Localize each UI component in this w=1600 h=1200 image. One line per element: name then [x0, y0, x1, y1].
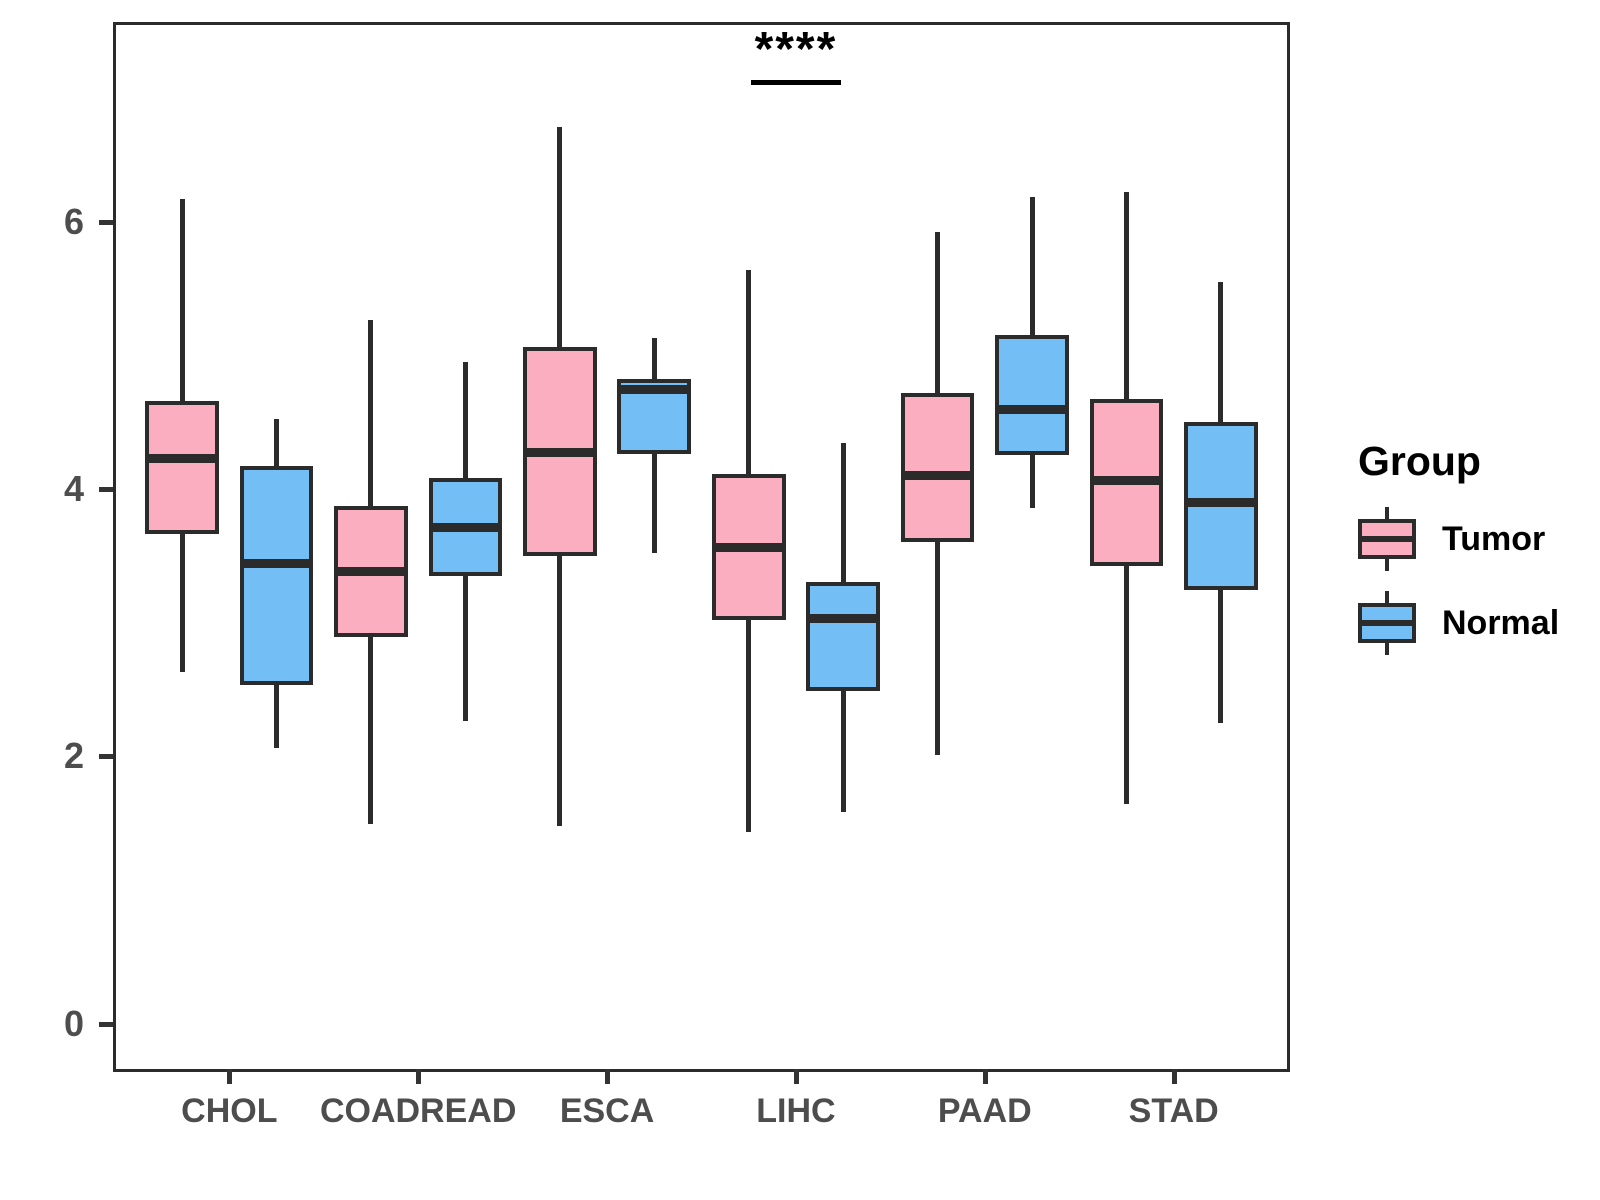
boxplot-median — [715, 543, 782, 553]
boxplot-median — [1093, 476, 1160, 486]
x-tick-mark — [605, 1069, 611, 1084]
legend-entry-normal: Normal — [1358, 591, 1590, 655]
key-median — [1358, 620, 1416, 626]
boxplot-median — [338, 567, 404, 577]
plot-panel: 0 2 4 6 CHOL COADREAD ESCA LIHC PAAD STAD **** — [64, 22, 1290, 1129]
boxplot-box-tumor-chol — [145, 400, 219, 535]
x-tick-label: ESCA — [559, 1092, 655, 1130]
boxplot-median — [904, 470, 971, 480]
x-tick-mark — [793, 1069, 799, 1084]
boxplot-box-normal-lihc — [806, 582, 880, 691]
significance-stars: **** — [754, 22, 838, 76]
y-tick-label: 6 — [63, 200, 84, 242]
x-tick-label: STAD — [1128, 1092, 1219, 1130]
y-tick-label: 4 — [63, 467, 84, 509]
x-tick-mark — [416, 1069, 422, 1084]
x-tick-mark — [982, 1069, 988, 1084]
boxplot-box-normal-chol — [239, 466, 314, 686]
significance-underline — [750, 79, 841, 85]
x-tick-label: COADREAD — [319, 1092, 517, 1130]
boxplot-median — [621, 385, 688, 395]
tumor-boxplot-key-icon — [1358, 507, 1416, 571]
legend-entry-label: Tumor — [1442, 520, 1546, 558]
legend: Group Tumor Normal — [1330, 438, 1590, 675]
y-tick-label: 0 — [63, 1002, 84, 1044]
boxplot-median — [527, 448, 593, 458]
x-tick-mark — [1171, 1069, 1177, 1084]
key-median — [1358, 536, 1416, 542]
boxplot-median — [810, 614, 876, 624]
boxplot-median — [432, 523, 499, 533]
legend-entry-tumor: Tumor — [1358, 507, 1590, 571]
boxplot-box-tumor-paad — [900, 392, 975, 543]
x-tick-label: PAAD — [937, 1092, 1032, 1130]
y-tick-mark — [99, 486, 113, 492]
boxplot-median — [1188, 497, 1254, 507]
x-tick-label: LIHC — [756, 1092, 836, 1130]
x-tick-label: CHOL — [181, 1092, 278, 1130]
y-tick-mark — [99, 219, 113, 225]
y-tick-mark — [99, 1021, 113, 1027]
boxplot-box-normal-paad — [995, 335, 1069, 456]
legend-title: Group — [1358, 438, 1481, 484]
boxplot-median — [243, 559, 310, 569]
plot-area: 0 2 4 6 CHOL COADREAD ESCA LIHC PAAD STAD **** — [64, 22, 1287, 1129]
legend-entry-label: Normal — [1442, 604, 1560, 642]
boxplot-median — [149, 453, 215, 463]
boxplot-median — [999, 405, 1065, 415]
y-tick-label: 2 — [63, 735, 84, 777]
x-tick-mark — [227, 1069, 233, 1084]
normal-boxplot-key-icon — [1358, 591, 1416, 655]
y-tick-mark — [99, 754, 113, 760]
